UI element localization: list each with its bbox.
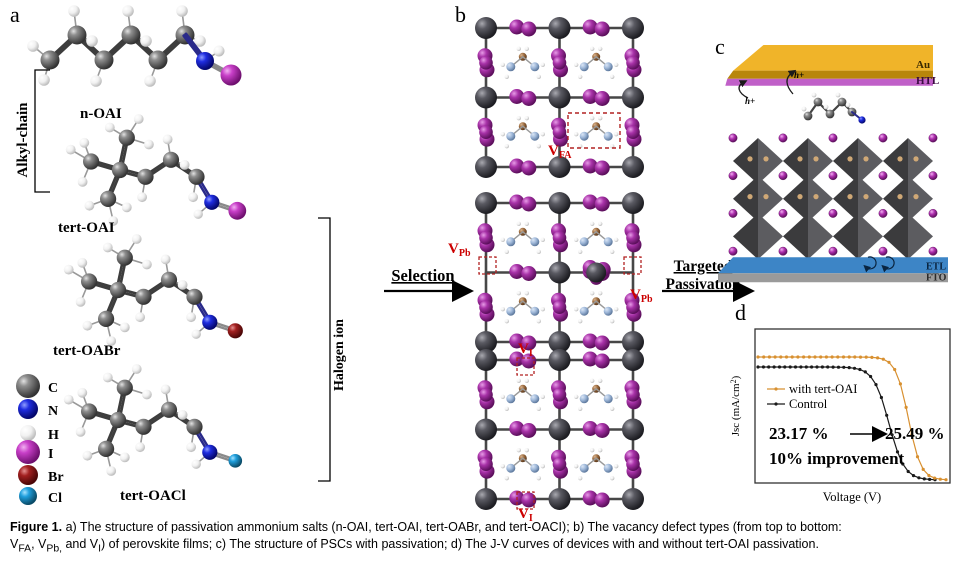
svg-text:ETL: ETL	[926, 261, 946, 272]
svg-text:tert-OAI: tert-OAI	[58, 220, 115, 236]
svg-text:h+: h+	[745, 96, 755, 106]
svg-text:h+: h+	[794, 70, 804, 80]
svg-text:Control: Control	[789, 397, 828, 411]
svg-text:n-OAI: n-OAI	[80, 106, 122, 122]
svg-text:Selection: Selection	[391, 266, 454, 285]
svg-text:C: C	[48, 381, 58, 396]
svg-text:with tert-OAI: with tert-OAI	[789, 382, 857, 396]
svg-text:10% improvement: 10% improvement	[769, 449, 905, 468]
svg-text:Voltage (V): Voltage (V)	[823, 490, 881, 504]
svg-text:Halogen ion: Halogen ion	[332, 319, 347, 391]
svg-text:HTL: HTL	[916, 75, 939, 87]
svg-text:I: I	[48, 447, 53, 462]
svg-text:Br: Br	[48, 470, 64, 485]
svg-text:tert-OABr: tert-OABr	[53, 343, 121, 359]
svg-text:H: H	[48, 428, 59, 443]
svg-text:tert-OACl: tert-OACl	[120, 488, 186, 504]
svg-text:25.49 %: 25.49 %	[885, 424, 945, 443]
svg-text:Cl: Cl	[48, 491, 62, 506]
svg-text:Jsc (mA/cm2): Jsc (mA/cm2)	[729, 375, 742, 436]
svg-text:N: N	[48, 404, 58, 419]
svg-text:Alkyl-chain: Alkyl-chain	[15, 102, 31, 178]
svg-text:Au: Au	[916, 59, 930, 71]
svg-text:FTO: FTO	[926, 272, 947, 283]
svg-text:VPb: VPb	[630, 287, 653, 305]
svg-text:23.17 %: 23.17 %	[769, 424, 829, 443]
svg-text:VPb: VPb	[448, 241, 471, 259]
